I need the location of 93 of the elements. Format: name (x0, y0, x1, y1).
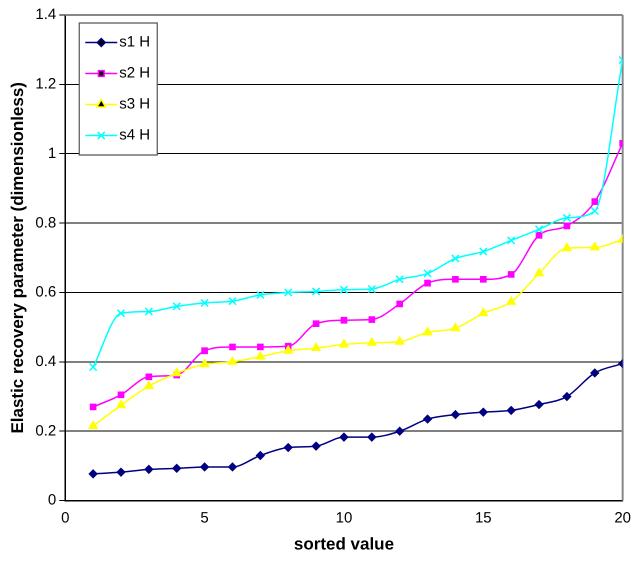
point (116, 468, 126, 477)
point (339, 339, 349, 348)
y-tick-label: 1 (48, 144, 56, 162)
point (366, 337, 377, 346)
legend-label: s4 H (119, 126, 150, 144)
point (172, 464, 182, 473)
x-tick-label: 20 (614, 510, 631, 527)
point (201, 347, 208, 354)
point (200, 462, 210, 472)
point (368, 316, 376, 323)
y-axis-title: Elastic recovery parameter (dimensionless) (8, 82, 27, 434)
point (256, 290, 265, 300)
point (368, 284, 376, 294)
point (562, 214, 572, 222)
x-tick-label: 15 (474, 510, 492, 527)
point (508, 271, 515, 278)
point (116, 309, 126, 318)
point (562, 242, 572, 252)
point (534, 400, 544, 410)
point (590, 242, 600, 250)
point (478, 408, 488, 417)
point (172, 302, 182, 311)
point (312, 320, 320, 328)
point (172, 368, 182, 376)
point (396, 300, 404, 308)
point (256, 451, 265, 460)
y-tick-label: 0.6 (35, 284, 56, 301)
point (451, 254, 460, 263)
point (340, 285, 348, 294)
point (395, 275, 404, 284)
point (229, 344, 236, 350)
point (450, 410, 460, 420)
point (534, 225, 544, 234)
point (340, 316, 348, 324)
point (450, 322, 460, 332)
point (590, 206, 600, 216)
point (506, 296, 516, 305)
point (564, 222, 570, 230)
x-tick-label: 0 (61, 510, 70, 527)
point (116, 400, 126, 408)
point (144, 307, 154, 316)
point (312, 442, 321, 451)
point (88, 469, 98, 478)
x-tick-label: 10 (336, 510, 352, 527)
point (118, 391, 124, 398)
x-axis-title: sorted value (294, 534, 394, 554)
point (534, 268, 544, 276)
point (284, 288, 292, 297)
point (478, 308, 488, 316)
point (367, 432, 376, 442)
point (395, 426, 404, 436)
point (144, 464, 154, 474)
point (423, 269, 432, 278)
point (144, 380, 154, 390)
y-tick-label: 0 (48, 492, 56, 509)
y-tick-label: 0.2 (35, 422, 56, 440)
point (200, 298, 209, 308)
legend-label: s2 H (119, 64, 150, 82)
point (394, 336, 405, 345)
point (506, 406, 516, 415)
point (228, 462, 237, 472)
legend-label: s3 H (119, 96, 150, 113)
point (256, 351, 266, 360)
point (88, 420, 98, 430)
point (479, 247, 488, 256)
point (311, 342, 321, 351)
point (506, 236, 516, 245)
y-tick-label: 1.2 (35, 76, 56, 93)
point (536, 232, 542, 239)
point (423, 414, 432, 424)
point (339, 432, 348, 442)
point (200, 358, 210, 368)
point (424, 280, 431, 286)
point (146, 373, 152, 380)
point (257, 344, 264, 350)
point (590, 368, 600, 378)
point (284, 443, 293, 452)
point (591, 198, 598, 205)
point (90, 404, 96, 410)
point (228, 356, 238, 365)
point (312, 287, 320, 296)
y-tick-label: 0.8 (35, 214, 56, 232)
legend-label: s1 H (119, 34, 150, 51)
point (452, 276, 459, 283)
point (88, 362, 98, 372)
point (480, 276, 487, 283)
x-tick-label: 5 (200, 510, 209, 527)
y-tick-label: 1.4 (35, 6, 56, 24)
point (283, 345, 294, 354)
point (562, 392, 572, 402)
point (228, 296, 237, 306)
point (422, 326, 432, 336)
y-tick-label: 0.4 (35, 353, 56, 370)
